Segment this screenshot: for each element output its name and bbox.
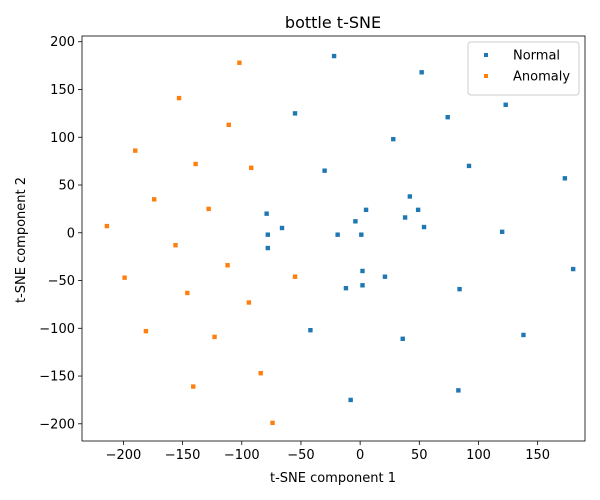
data-point-normal-26	[343, 285, 349, 291]
data-point-anomaly-14	[246, 300, 252, 305]
data-point-anomaly-13	[185, 290, 190, 296]
y-tick-label: 200	[50, 35, 75, 50]
data-point-normal-28	[308, 328, 313, 333]
data-point-anomaly-15	[143, 328, 149, 334]
data-point-normal-32	[348, 397, 353, 403]
x-tick-label: −100	[224, 448, 260, 463]
data-point-normal-19	[359, 232, 364, 237]
y-tick-label: −100	[39, 322, 75, 337]
y-tick-label: 150	[50, 83, 75, 98]
data-point-normal-31	[456, 388, 461, 393]
data-point-normal-15	[279, 225, 285, 231]
x-tick-label: 100	[466, 448, 491, 463]
y-tick-label: 50	[58, 179, 75, 194]
data-point-anomaly-16	[212, 334, 217, 340]
data-point-normal-27	[457, 286, 462, 292]
data-point-anomaly-19	[270, 420, 275, 426]
data-point-normal-1	[419, 70, 424, 75]
data-point-normal-12	[264, 211, 269, 216]
data-point-anomaly-11	[122, 275, 127, 280]
data-point-normal-14	[353, 219, 358, 224]
x-tick-label: −200	[106, 448, 142, 463]
legend-label-anomaly: Anomaly	[513, 70, 570, 85]
data-point-normal-21	[265, 245, 271, 251]
y-tick-label: −150	[39, 370, 75, 385]
data-point-normal-7	[322, 168, 327, 173]
x-tick-label: −50	[287, 448, 314, 463]
data-point-anomaly-17	[258, 370, 263, 376]
x-tick-label: 50	[411, 448, 428, 463]
legend-marker-anomaly	[484, 74, 488, 78]
data-point-anomaly-10	[225, 263, 230, 268]
data-point-normal-23	[570, 266, 576, 272]
data-point-normal-20	[499, 229, 505, 235]
data-point-normal-4	[445, 114, 450, 120]
data-point-normal-22	[360, 268, 365, 274]
data-point-anomaly-5	[249, 165, 254, 171]
data-point-normal-16	[421, 224, 427, 230]
data-point-normal-5	[391, 136, 396, 142]
series-normal	[264, 53, 576, 403]
chart-legend: Normal Anomaly	[467, 41, 580, 96]
y-axis-label: t-SNE component 2	[14, 177, 29, 303]
data-point-anomaly-3	[133, 148, 138, 153]
x-axis-ticks: −200 −150 −100 −50 0 50 100 150	[106, 441, 550, 463]
data-point-normal-17	[265, 232, 271, 237]
data-point-anomaly-2	[226, 122, 231, 128]
data-point-anomaly-4	[193, 161, 198, 167]
data-point-normal-9	[407, 194, 413, 199]
data-point-normal-25	[360, 283, 365, 288]
data-point-normal-10	[363, 207, 369, 213]
data-point-normal-13	[402, 215, 408, 220]
data-point-anomaly-6	[152, 197, 157, 202]
data-point-anomaly-12	[292, 274, 298, 279]
data-point-anomaly-1	[176, 95, 182, 101]
data-point-normal-6	[466, 163, 472, 169]
y-tick-label: 0	[67, 226, 75, 241]
plot-frame	[81, 35, 586, 442]
y-tick-label: 100	[50, 131, 75, 146]
series-anomaly	[104, 60, 298, 426]
data-point-anomaly-8	[104, 223, 110, 229]
x-tick-label: 150	[525, 448, 550, 463]
x-tick-label: −150	[165, 448, 201, 463]
data-point-anomaly-9	[173, 242, 178, 248]
data-point-normal-18	[335, 232, 340, 237]
data-point-normal-30	[400, 336, 405, 341]
y-tick-label: −200	[39, 417, 75, 432]
legend-box	[467, 41, 580, 96]
data-point-normal-24	[382, 274, 388, 279]
data-point-normal-2	[292, 111, 298, 116]
data-point-normal-29	[521, 332, 526, 338]
data-point-normal-3	[503, 102, 508, 107]
plot-area: −200 −150 −100 −50 0 50 100 150 −200 −150 −100 −50 0…	[39, 35, 586, 463]
data-point-anomaly-18	[191, 384, 196, 389]
x-axis-label: t-SNE component 1	[270, 471, 396, 486]
y-axis-ticks: −200 −150 −100 −50 0 50 100 150 200	[39, 35, 82, 432]
data-point-anomaly-7	[206, 206, 211, 212]
legend-label-normal: Normal	[513, 49, 560, 64]
data-point-normal-11	[415, 207, 421, 213]
data-point-normal-0	[331, 53, 337, 59]
chart-title: bottle t-SNE	[285, 13, 381, 32]
legend-marker-normal	[484, 53, 488, 57]
data-point-anomaly-0	[237, 60, 242, 65]
x-tick-label: 0	[356, 448, 364, 463]
y-tick-label: −50	[48, 274, 75, 289]
data-point-normal-8	[562, 176, 568, 181]
